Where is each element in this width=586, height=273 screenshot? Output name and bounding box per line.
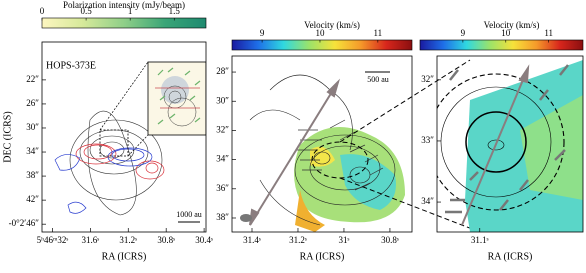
colorbar-title: Velocity (km/s) <box>304 20 360 30</box>
y-tick-label: 34″ <box>216 154 229 164</box>
colorbar-tick-label: 11 <box>374 28 383 38</box>
y-tick-label: 32″ <box>216 124 229 134</box>
y-tick-label: 38″ <box>26 170 39 180</box>
x-tick-label: 31.2ˢ <box>289 235 307 245</box>
axes-layer: 5ʰ46ᵐ32ˢ 31.6ˢ 31.2ˢ 30.8ˢ 30.4ˢ 22″ 26″ 30″ 34″… <box>2 0 584 262</box>
colorbar-tick-label: 0.5 <box>80 6 92 16</box>
y-tick-label: 32″ <box>421 74 434 84</box>
x-axis-label: RA (ICRS) <box>300 251 345 262</box>
y-tick-label: 42″ <box>26 194 39 204</box>
colorbar <box>231 39 413 51</box>
x-tick-label: 31.1ˢ <box>471 235 489 245</box>
x-tick-label: 31.6ˢ <box>82 235 100 245</box>
x-axis-label: RA (ICRS) <box>488 251 533 262</box>
y-tick-label: 34″ <box>26 146 39 156</box>
x-tick-label: 31.4ˢ <box>243 235 261 245</box>
x-tick-label: 30.8ˢ <box>157 235 175 245</box>
colorbar-tick-label: 10 <box>315 28 325 38</box>
y-tick-label: -0°2′46″ <box>9 218 40 228</box>
colorbar-tick-label: 11 <box>544 28 553 38</box>
map-image <box>54 61 206 223</box>
colorbar-tick-label: 1 <box>128 6 133 16</box>
colorbar-tick-label: 1.5 <box>169 6 181 16</box>
map-image <box>240 71 405 232</box>
y-tick-label: 36″ <box>216 183 229 193</box>
plot-frame <box>231 55 413 233</box>
colorbar-title: Velocity (km/s) <box>484 20 540 30</box>
y-tick-label: 22″ <box>26 74 39 84</box>
x-axis-label: RA (ICRS) <box>102 251 147 262</box>
colorbar-tick-label: 0 <box>40 6 45 16</box>
colorbar-tick-label: 9 <box>260 28 265 38</box>
y-tick-label: 30″ <box>216 95 229 105</box>
scale-label: 1000 au <box>176 210 202 219</box>
colorbar-tick-label: 10 <box>501 28 511 38</box>
y-tick-label: 30″ <box>26 122 39 132</box>
x-tick-label: 30.4ˢ <box>195 235 213 245</box>
source-name: HOPS-373E <box>46 60 96 71</box>
colorbar <box>419 39 584 51</box>
scale-label: 500 au <box>367 75 389 84</box>
zoom-connector <box>311 59 481 233</box>
y-tick-label: 33″ <box>421 135 434 145</box>
colorbar <box>41 17 207 29</box>
x-tick-label: 31.2ˢ <box>119 235 137 245</box>
y-tick-label: 26″ <box>26 98 39 108</box>
map-image <box>437 60 583 232</box>
y-tick-label: 34″ <box>421 196 434 206</box>
x-tick-label: 5ʰ46ᵐ32ˢ <box>37 235 69 245</box>
colorbar-title: Polarization intensity (mJy/beam) <box>63 0 185 10</box>
x-tick-label: 31ˢ <box>338 235 349 245</box>
colorbar-tick-label: 9 <box>461 28 466 38</box>
x-tick-label: 30.8ˢ <box>381 235 399 245</box>
plot-frame <box>436 55 584 233</box>
y-tick-label: 38″ <box>216 212 229 222</box>
y-tick-label: 28″ <box>216 66 229 76</box>
plot-frame <box>41 41 207 233</box>
y-axis-label: DEC (ICRS) <box>2 111 13 162</box>
